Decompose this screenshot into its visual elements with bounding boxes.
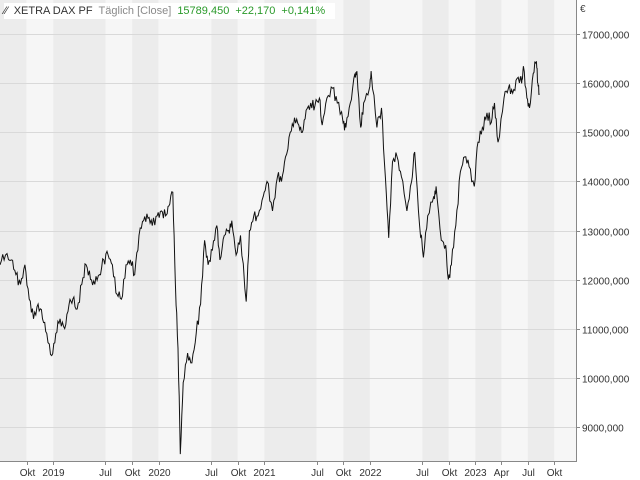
price-change-percent: +0,141% — [281, 5, 326, 17]
x-tick-label: 2019 — [42, 468, 65, 479]
y-tick-label: 12000,000 — [582, 277, 630, 288]
currency-label: € — [580, 4, 586, 15]
quarter-band — [448, 0, 476, 461]
y-tick-label: 11000,000 — [582, 326, 629, 337]
y-tick-label: 17000,000 — [582, 31, 630, 42]
quarter-band — [105, 0, 133, 461]
x-tick-label: Okt — [336, 468, 352, 479]
quarter-band — [369, 0, 423, 461]
y-axis-ticks: 9000,000 10000,000 11000,000 12000,000 13000… — [576, 31, 630, 435]
quarter-band — [343, 0, 370, 461]
instrument-name[interactable]: XETRA DAX PF — [13, 5, 93, 17]
quarter-band — [554, 0, 576, 461]
price-line — [0, 61, 540, 455]
x-tick-label: Jul — [205, 468, 218, 479]
x-tick-label: 2023 — [464, 468, 487, 479]
quarter-band — [158, 0, 212, 461]
x-tick-label: Okt — [20, 468, 36, 479]
x-tick-label: Okt — [547, 468, 563, 479]
last-price: 15789,450 — [177, 5, 230, 17]
x-tick-label: Okt — [442, 468, 458, 479]
y-tick-label: 13000,000 — [582, 228, 630, 239]
x-tick-label: Okt — [125, 468, 141, 479]
quarter-band — [422, 0, 449, 461]
x-tick-label: Apr — [494, 468, 510, 479]
x-tick-label: Jul — [522, 468, 535, 479]
y-tick-label: 14000,000 — [582, 178, 630, 189]
y-tick-label: 10000,000 — [582, 375, 630, 386]
x-tick-label: Okt — [231, 468, 247, 479]
line-chart-icon: ⁄⁄ — [4, 5, 8, 17]
background-bands — [0, 0, 576, 461]
chart-header: ⁄⁄ XETRA DAX PF Täglich [Close] 15789,450 +2… — [4, 3, 336, 19]
period-label[interactable]: Täglich [Close] — [98, 5, 172, 17]
y-tick-label: 9000,000 — [582, 424, 624, 435]
price-change: +22,170 — [235, 5, 276, 17]
y-tick-label: 16000,000 — [582, 80, 630, 91]
quarter-band — [237, 0, 265, 461]
quarter-band — [316, 0, 344, 461]
quarter-band — [475, 0, 502, 461]
quarter-band — [26, 0, 54, 461]
x-tick-label: Jul — [416, 468, 429, 479]
quarter-band — [53, 0, 106, 461]
quarter-band — [0, 0, 27, 461]
quarter-band — [527, 0, 555, 461]
quarter-band — [132, 0, 159, 461]
y-tick-label: 15000,000 — [582, 129, 630, 140]
x-tick-label: Jul — [99, 468, 112, 479]
x-tick-label: 2021 — [253, 468, 276, 479]
x-tick-label: 2020 — [148, 468, 171, 479]
x-tick-label: 2022 — [359, 468, 382, 479]
x-axis-ticks: Okt 2019 Jul Okt 2020 Jul Okt 2021 Jul Okt 2022 Jul… — [20, 461, 563, 479]
x-tick-label: Jul — [311, 468, 324, 479]
gridlines — [0, 34, 576, 428]
quarter-band — [501, 0, 528, 461]
quarter-band — [264, 0, 317, 461]
